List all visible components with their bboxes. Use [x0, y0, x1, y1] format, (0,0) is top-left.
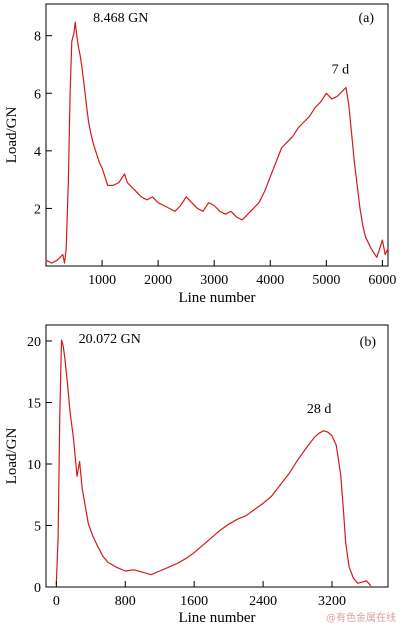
panel-label-b: (b)	[360, 335, 377, 350]
age-annotation-a: 7 d	[332, 62, 350, 77]
plot-frame-b	[45, 324, 389, 588]
y-axis-ticks-a: 2 4 6 8	[34, 30, 52, 217]
panel-label-a: (a)	[358, 11, 374, 26]
x-tick-label: 3000	[200, 273, 228, 288]
x-tick-label: 5000	[312, 273, 340, 288]
x-tick-label: 4000	[256, 273, 284, 288]
x-tick-label: 2400	[249, 594, 277, 609]
peak-annotation-b: 20.072 GN	[79, 332, 141, 347]
y-axis-ticks-b: 0 5 10 15 20	[27, 335, 52, 596]
y-tick-label: 8	[34, 30, 41, 45]
x-tick-label: 1600	[180, 594, 208, 609]
x-tick-label: 1000	[88, 273, 116, 288]
plot-frame-a	[45, 3, 389, 267]
y-axis-label-b: Load/GN	[4, 428, 20, 485]
x-tick-label: 6000	[368, 273, 396, 288]
y-tick-label: 15	[27, 396, 41, 411]
series-line-b	[55, 339, 372, 587]
y-tick-label: 6	[34, 87, 41, 102]
y-tick-label: 0	[34, 581, 41, 596]
x-tick-label: 0	[53, 594, 60, 609]
series-line-a	[45, 21, 389, 264]
x-axis-ticks-b: 0 800 1600 2400 3200	[53, 581, 346, 609]
watermark-text: @有色金属在线	[326, 611, 396, 624]
x-tick-label: 2000	[144, 273, 172, 288]
age-annotation-b: 28 d	[307, 402, 332, 417]
x-axis-label-b: Line number	[178, 610, 255, 626]
chart-panel-a: 1000 2000 3000 4000 5000 6000 2 4 6 8 (a) 8.468 …	[4, 3, 396, 306]
y-tick-label: 2	[34, 202, 41, 217]
peak-annotation-a: 8.468 GN	[93, 11, 148, 26]
y-tick-label: 20	[27, 335, 41, 350]
x-tick-label: 800	[115, 594, 136, 609]
y-axis-label-a: Load/GN	[4, 107, 20, 164]
x-axis-ticks-a: 1000 2000 3000 4000 5000 6000	[88, 260, 396, 288]
y-tick-label: 4	[34, 145, 41, 160]
x-axis-label-a: Line number	[178, 290, 255, 306]
x-tick-label: 3200	[318, 594, 346, 609]
y-tick-label: 10	[27, 458, 41, 473]
y-tick-label: 5	[34, 519, 41, 534]
